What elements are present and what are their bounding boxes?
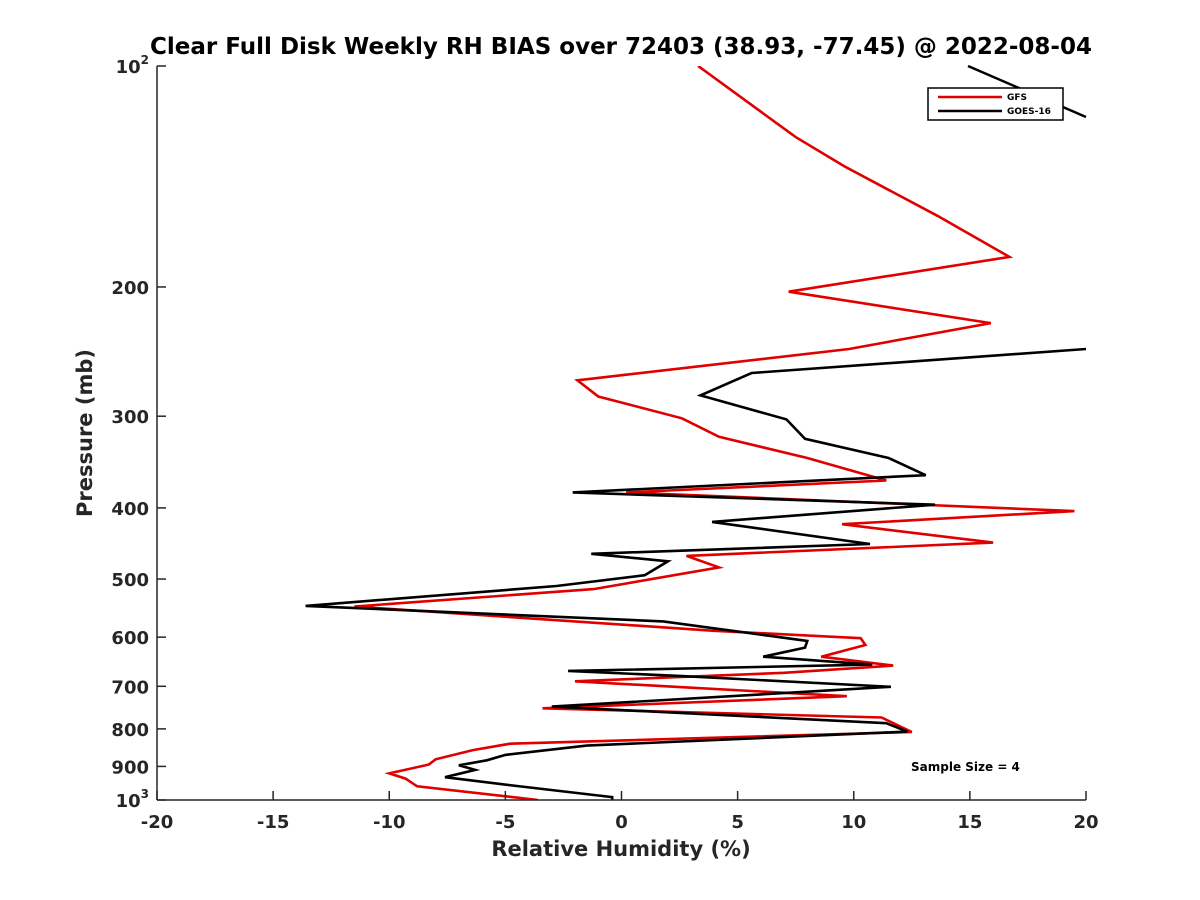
y-tick-label: 300 bbox=[111, 407, 149, 428]
legend: GFS GOES-16 bbox=[927, 87, 1064, 121]
y-axis-label: Pressure (mb) bbox=[73, 349, 97, 517]
legend-box bbox=[927, 87, 1064, 121]
x-tick-label: 0 bbox=[615, 812, 628, 833]
series-line-gfs bbox=[354, 66, 1075, 800]
sample-size-annotation: Sample Size = 4 bbox=[911, 760, 1020, 774]
y-tick-label: 900 bbox=[111, 757, 149, 778]
plot-area bbox=[305, 64, 1087, 800]
y-tick-label: 500 bbox=[111, 570, 149, 591]
series-line-goes-16 bbox=[305, 347, 1086, 800]
x-tick-label: -5 bbox=[495, 812, 515, 833]
y-tick-label: 200 bbox=[111, 278, 149, 299]
x-tick-label: 5 bbox=[731, 812, 744, 833]
y-tick-label: 600 bbox=[111, 628, 149, 649]
x-axis-label: Relative Humidity (%) bbox=[491, 837, 750, 861]
legend-label-gfs: GFS bbox=[1007, 93, 1027, 103]
y-tick-label: 700 bbox=[111, 677, 149, 698]
y-tick-label: 400 bbox=[111, 499, 149, 520]
axis-ticks: -20 -15 -10 -5 0 5 10 15 20 102 200 300 400 500 600 700… bbox=[111, 53, 1098, 833]
y-tick-label: 800 bbox=[111, 720, 149, 741]
x-tick-label: -20 bbox=[141, 812, 174, 833]
x-tick-label: 20 bbox=[1073, 812, 1098, 833]
chart-title: Clear Full Disk Weekly RH BIAS over 7240… bbox=[150, 34, 1092, 60]
y-tick-label: 103 bbox=[116, 787, 149, 812]
x-tick-label: 10 bbox=[841, 812, 866, 833]
legend-label-goes-16: GOES-16 bbox=[1007, 107, 1051, 117]
y-tick-label: 102 bbox=[116, 53, 149, 78]
x-tick-label: -10 bbox=[373, 812, 406, 833]
x-tick-label: -15 bbox=[257, 812, 290, 833]
x-tick-label: 15 bbox=[957, 812, 982, 833]
